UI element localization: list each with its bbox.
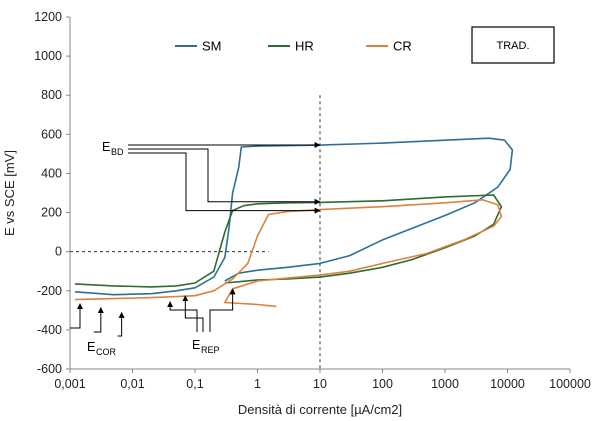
e-cor-leader-line [93, 306, 104, 333]
e-cor-leader-line [117, 311, 125, 337]
e-rep-leader-line [182, 295, 204, 332]
axis-ticks: 0,001 0,01 0,1 1 10 100 1000 10000 100000-600-40… [34, 10, 591, 391]
trad-box-label: TRAD. [497, 40, 530, 52]
data-series [74, 137, 514, 308]
e-rep-leader-line [167, 301, 198, 332]
annotations: E BDE COR E REP [70, 140, 321, 357]
legend: SM HR CR [175, 39, 412, 54]
legend-label-sm: SM [202, 39, 222, 54]
e-bd-leader-line [128, 148, 321, 205]
x-tick-label: 10 [313, 377, 327, 391]
y-tick-label: 200 [41, 206, 62, 220]
e-rep-subscript: REP [201, 345, 220, 355]
series-line-cr [74, 199, 503, 308]
e-bd-label: E [102, 140, 110, 154]
e-bd-subscript: BD [111, 147, 124, 157]
reference-lines [70, 95, 321, 369]
x-tick-label: 1 [254, 377, 261, 391]
series-line-sm [74, 137, 514, 296]
y-tick-label: -200 [37, 284, 62, 298]
y-tick-label: 800 [41, 88, 62, 102]
y-tick-label: 400 [41, 166, 62, 180]
e-rep-leader-line [209, 288, 236, 332]
y-tick-label: 1000 [34, 49, 62, 63]
x-tick-label: 1000 [431, 377, 459, 391]
legend-label-hr: HR [295, 39, 314, 54]
e-bd-leader-line [128, 152, 321, 214]
x-tick-label: 100000 [549, 377, 591, 391]
e-rep-label: E [192, 338, 200, 352]
series-line-hr [74, 194, 503, 288]
e-cor-label: E [87, 340, 95, 354]
y-tick-label: 600 [41, 127, 62, 141]
y-axis-label: E vs SCE [mV] [2, 150, 17, 236]
y-tick-label: -400 [37, 323, 62, 337]
x-tick-label: 0,1 [186, 377, 203, 391]
x-axis-label: Densità di corrente [µA/cm2] [238, 402, 402, 417]
x-tick-label: 0,01 [120, 377, 144, 391]
trad-box-frame [471, 26, 555, 64]
y-tick-label: 0 [55, 245, 62, 259]
x-tick-label: 0,001 [54, 377, 85, 391]
e-cor-leader-line [70, 303, 83, 329]
e-cor-subscript: COR [96, 347, 117, 357]
trad-box: TRAD. [471, 26, 555, 64]
legend-label-cr: CR [393, 39, 412, 54]
y-tick-label: -600 [37, 362, 62, 376]
y-tick-label: 1200 [34, 10, 62, 24]
x-tick-label: 10000 [490, 377, 525, 391]
x-tick-label: 100 [372, 377, 393, 391]
